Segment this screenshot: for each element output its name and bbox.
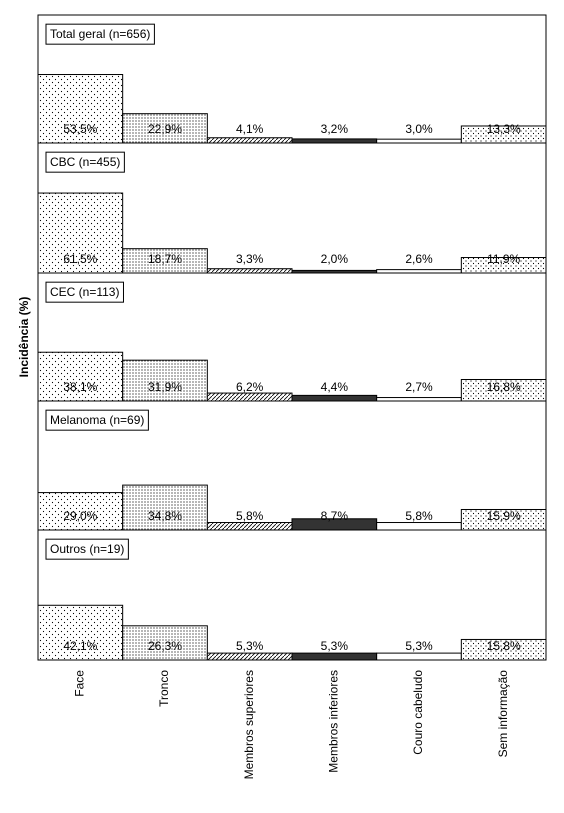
x-tick-label: Tronco: [157, 670, 171, 707]
value-label: 29,0%: [63, 509, 97, 523]
x-tick-label: Face: [73, 670, 87, 697]
value-label: 5,8%: [405, 509, 433, 523]
bar: [376, 138, 462, 144]
value-label: 2,0%: [321, 252, 349, 266]
bar: [37, 351, 124, 402]
bar: [291, 394, 378, 402]
value-label: 26,3%: [148, 639, 182, 653]
bar: [37, 192, 124, 274]
bar: [122, 359, 208, 402]
panel-label-box: [45, 409, 149, 431]
panel-label-box: [45, 23, 155, 45]
panel-label-box: [45, 281, 124, 303]
bar: [206, 652, 293, 661]
value-label: 15,9%: [487, 509, 521, 523]
value-label: 42,1%: [63, 639, 97, 653]
bar: [376, 652, 462, 661]
bar: [206, 392, 293, 402]
value-label: 2,6%: [405, 252, 433, 266]
panel-label: Melanoma (n=69): [50, 413, 144, 427]
bar: [206, 522, 293, 531]
bar: [376, 397, 462, 402]
bar: [122, 625, 208, 661]
bar: [206, 268, 293, 274]
bar: [37, 492, 124, 531]
x-tick-label: Membros superiores: [242, 670, 256, 779]
value-label: 53,5%: [63, 122, 97, 136]
bar: [122, 484, 208, 531]
panel-label-box: [45, 538, 129, 560]
value-label: 31,9%: [148, 380, 182, 394]
value-label: 4,4%: [321, 380, 349, 394]
panel-label: Outros (n=19): [50, 542, 124, 556]
bar: [122, 248, 208, 274]
value-label: 6,2%: [236, 380, 264, 394]
value-label: 5,3%: [405, 639, 433, 653]
value-label: 18,7%: [148, 252, 182, 266]
y-axis-label: Incidência (%): [17, 297, 31, 378]
value-label: 2,7%: [405, 380, 433, 394]
value-label: 61,5%: [63, 252, 97, 266]
value-label: 5,3%: [236, 639, 264, 653]
bar: [291, 652, 378, 661]
value-label: 11,9%: [487, 252, 520, 266]
x-tick-label: Membros inferiores: [327, 670, 341, 773]
x-tick-label: Sem informação: [496, 670, 510, 758]
value-label: 16,8%: [487, 380, 521, 394]
value-label: 5,3%: [321, 639, 349, 653]
bar: [122, 113, 208, 144]
bar: [37, 604, 124, 661]
panel-label: CBC (n=455): [50, 155, 120, 169]
bar: [460, 638, 547, 661]
value-label: 3,2%: [321, 122, 349, 136]
bar: [376, 269, 462, 274]
value-label: 22,9%: [148, 122, 182, 136]
panel-label: CEC (n=113): [50, 285, 119, 299]
panel-label: Total geral (n=656): [50, 27, 150, 41]
panel-label-box: [45, 151, 125, 173]
bar: [376, 522, 462, 531]
value-label: 4,1%: [236, 122, 264, 136]
value-label: 15,8%: [487, 639, 521, 653]
value-label: 38,1%: [63, 380, 97, 394]
bar: [206, 137, 293, 144]
value-label: 8,7%: [321, 509, 349, 523]
value-label: 3,0%: [405, 122, 433, 136]
value-label: 3,3%: [236, 252, 264, 266]
x-tick-label: Couro cabeludo: [411, 670, 425, 755]
value-label: 5,8%: [236, 509, 264, 523]
bar: [291, 138, 378, 144]
value-label: 13,3%: [487, 122, 521, 136]
value-label: 34,8%: [148, 509, 182, 523]
